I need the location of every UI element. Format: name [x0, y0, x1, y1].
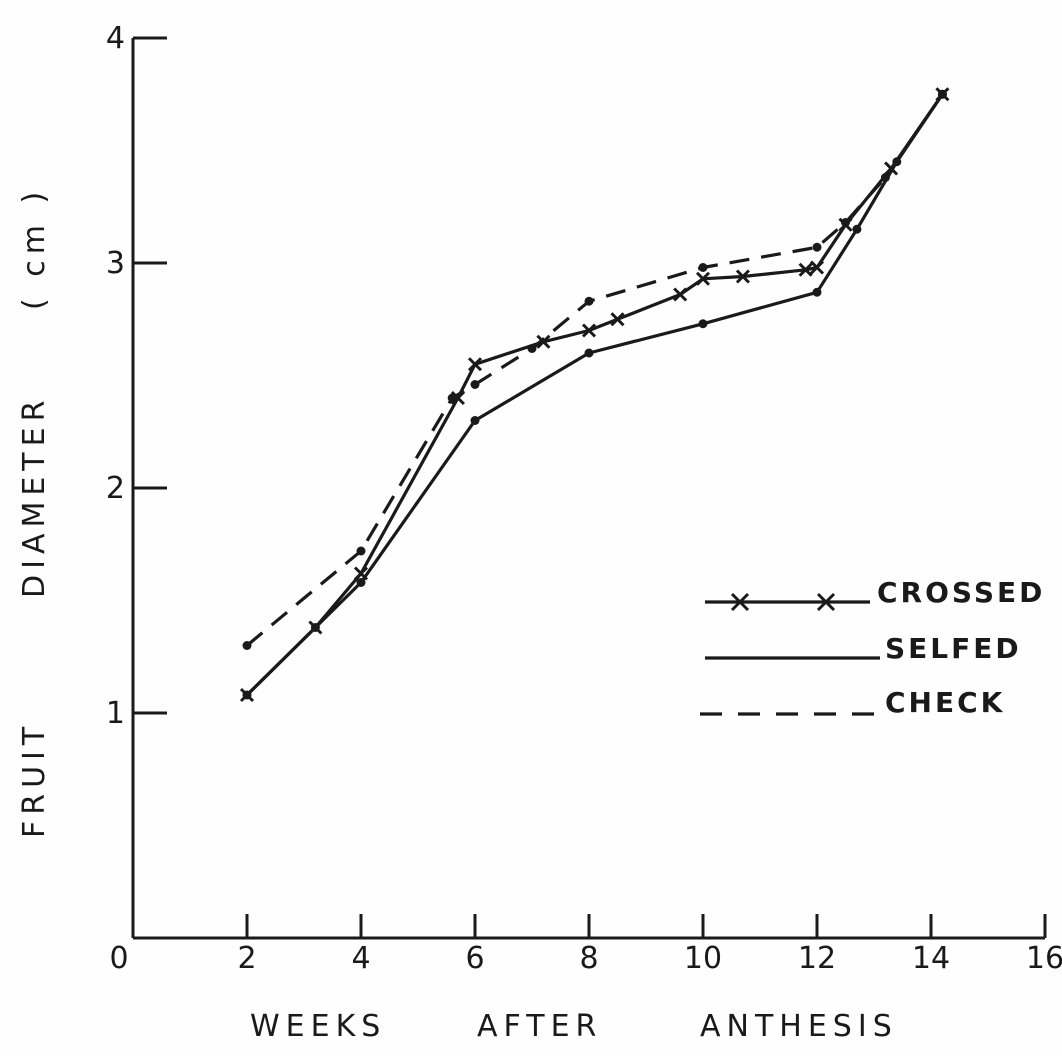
series-crossed-point — [467, 357, 483, 372]
series-check-point — [447, 393, 457, 403]
series-crossed-point — [581, 323, 597, 338]
series-check-point — [584, 296, 594, 306]
legend-crossed-marker-2 — [816, 592, 836, 612]
x-tick-label: 12 — [798, 941, 836, 976]
x-tick-label: 0 — [109, 941, 128, 976]
series-selfed-point — [242, 690, 252, 700]
y-axis-title-word-2: DIAMETER — [17, 395, 52, 598]
legend-selfed-label: SELFED — [885, 632, 1022, 665]
x-tick-label: 16 — [1026, 941, 1062, 976]
series-crossed-point — [673, 287, 688, 302]
series-check-point — [470, 380, 480, 389]
x-ticks: 0 2 4 6 8 10 12 14 16 — [109, 914, 1062, 976]
series-crossed-point — [536, 334, 551, 349]
y-axis-title-word-1: FRUIT — [17, 721, 52, 838]
series-selfed-point — [310, 623, 320, 632]
y-tick-label: 4 — [106, 21, 125, 56]
series-check-point — [527, 344, 537, 353]
x-tick-label: 10 — [684, 941, 722, 976]
x-axis-title-word-1: WEEKS — [250, 1009, 386, 1044]
series-selfed-point — [698, 319, 708, 329]
series-check-point — [242, 641, 252, 650]
legend-check-label: CHECK — [885, 686, 1005, 719]
series-check-point — [812, 242, 822, 252]
series-check-point — [356, 546, 366, 556]
series-selfed-point — [812, 287, 822, 297]
y-tick-label: 3 — [106, 246, 125, 281]
series-selfed-point — [584, 348, 594, 358]
x-axis-title-word-3: ANTHESIS — [700, 1009, 898, 1044]
x-tick-label: 14 — [912, 941, 950, 976]
series-layer — [239, 87, 950, 703]
series-check-point — [841, 218, 850, 227]
series-crossed-point — [809, 260, 825, 275]
y-tick-label: 2 — [106, 471, 125, 506]
series-check-point — [880, 173, 890, 182]
legend-crossed-label: CROSSED — [877, 576, 1045, 609]
legend: CROSSED SELFED CHECK — [700, 576, 1045, 719]
series-crossed-point — [695, 271, 711, 286]
x-tick-label: 4 — [351, 941, 370, 976]
legend-crossed-marker-1 — [730, 592, 750, 612]
x-axis-title-word-2: AFTER — [477, 1009, 602, 1044]
series-crossed-line — [245, 93, 944, 697]
series-selfed-point — [356, 578, 366, 587]
y-axis-title-word-3: ( cm ) — [17, 186, 52, 310]
y-ticks: 1 2 3 4 — [106, 21, 167, 731]
series-check-point — [698, 263, 708, 272]
series-check-point — [937, 89, 947, 99]
series-crossed-point — [735, 269, 750, 284]
x-tick-label: 8 — [579, 941, 598, 976]
series-crossed-point — [610, 312, 625, 327]
series-crossed-point — [798, 262, 813, 277]
x-tick-label: 2 — [237, 941, 256, 976]
series-selfed-point — [470, 416, 480, 425]
series-check-line — [245, 93, 944, 647]
y-tick-label: 1 — [106, 696, 125, 731]
series-selfed-line — [245, 93, 944, 697]
series-selfed-point — [852, 224, 862, 234]
x-tick-label: 6 — [465, 941, 484, 976]
